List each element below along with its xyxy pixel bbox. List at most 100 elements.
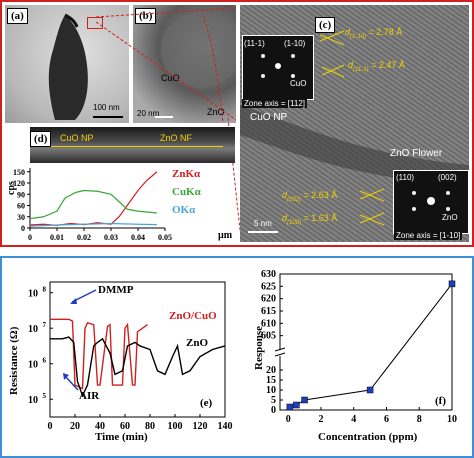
d002-symbol: d (282, 190, 288, 200)
interface-band (240, 105, 469, 185)
y-tick-label: 10 (28, 360, 38, 371)
zone-axis-2: Zone axis = [1-10] (394, 231, 463, 240)
panel-e-ylabel: Resistance (Ω) (8, 326, 20, 395)
x-tick-label: 0 (286, 414, 291, 425)
particle-shape (155, 12, 236, 123)
y-tick-label: 10 (28, 395, 38, 406)
panel-f-label: (f) (435, 395, 446, 407)
y-tick-label: 20 (266, 365, 276, 376)
axis-break-mark-1 (274, 347, 286, 352)
y-tick-label: 610 (261, 318, 276, 329)
x-tick-label: 60 (120, 421, 130, 432)
x-tick-label: 140 (218, 421, 233, 432)
nanorod-shape (48, 13, 123, 120)
panel-c-hrtem-image: (c) (11-1) (1-10) CuO Zone axis = [112] … (240, 5, 469, 242)
fft1-left-label: (11-1) (244, 39, 265, 48)
panel-c-scale: 5 nm (254, 219, 272, 228)
panel-b-scale: 20 nm (137, 109, 160, 118)
y-tick-label: 150 (13, 168, 25, 177)
d111-value: = 2.47 Å (368, 60, 405, 70)
data-point (366, 386, 374, 394)
d111-sub: (11-1) (353, 66, 369, 73)
zno-flower-label: ZnO Flower (390, 148, 443, 159)
x-tick-label: 0 (48, 421, 53, 432)
panel-a-scale: 100 nm (93, 103, 120, 112)
x-tick-label: 0.03 (104, 233, 118, 242)
data-point (448, 280, 456, 288)
air-arrow (64, 375, 79, 391)
panel-b-tem-image: (b) CuO ZnO 20 nm (133, 5, 236, 123)
panel-d-strip-image: CuO NP ZnO NF (30, 127, 235, 163)
series-line-CuKα (29, 189, 157, 220)
y-tick-exponent: 6 (43, 357, 47, 365)
y-tick-label: 10 (28, 289, 38, 300)
panel-e-label: (e) (200, 397, 213, 409)
axis-break-gap (276, 350, 284, 356)
y-tick-label: 60 (17, 202, 25, 211)
panel-b-zno: ZnO (207, 107, 225, 117)
y-tick-label: 120 (13, 179, 25, 188)
y-tick-exponent: 5 (43, 392, 47, 400)
x-tick-label: 10 (447, 414, 457, 425)
panel-b-label: (b) (135, 8, 157, 24)
x-tick-label: 40 (95, 421, 105, 432)
d002-label: d(002) = 2.63 Å (282, 190, 337, 203)
x-tick-label: 80 (145, 421, 155, 432)
data-point (293, 401, 300, 409)
d110-value: = 2.78 Å (366, 27, 403, 37)
d110-label: d(1-10) = 2.78 Å (345, 27, 402, 40)
series-line-ZnO/CuO (50, 318, 148, 390)
x-tick-label: 2 (318, 414, 323, 425)
fft2-right-label: (002) (438, 173, 457, 182)
y-tick-label: 605 (261, 331, 276, 342)
d111-label: d(11-1) = 2.47 Å (348, 60, 405, 73)
y-tick-label: 620 (261, 294, 276, 305)
axis-break-mark-2 (274, 352, 286, 357)
panel-a-tem-image: (a) 100 nm (5, 5, 129, 123)
y-tick-label: 0 (271, 405, 276, 416)
x-tick-label: 0.01 (50, 233, 64, 242)
panel-f-xlabel: Concentration (ppm) (318, 431, 418, 443)
panel-e-zno: ZnO (186, 337, 209, 349)
bottom-figure-frame (0, 256, 474, 458)
d100-sub: (100) (287, 219, 302, 226)
d002-sub: (002) (287, 196, 302, 203)
cuo-np-label: CuO NP (250, 112, 288, 123)
d100-value: = 1.63 Å (301, 213, 338, 223)
panel-e-air: AIR (79, 390, 100, 402)
panel-e-dmmp: DMMP (98, 284, 134, 296)
top-figure-frame (0, 0, 474, 247)
y-tick-label: 625 (261, 281, 276, 292)
fft2-zno-label: ZnO (442, 213, 458, 222)
fft1-right-label: (1-10) (284, 39, 306, 48)
x-tick-label: 0.04 (131, 233, 145, 242)
d110-sub: (1-10) (350, 33, 367, 40)
x-tick-label: 0.02 (77, 233, 91, 242)
fft2-left-label: (110) (396, 173, 415, 182)
y-tick-label: 0 (21, 224, 25, 233)
x-tick-label: 8 (417, 414, 422, 425)
series-line-ZnKα (29, 171, 158, 226)
panel-d-xunit: µm (218, 230, 233, 241)
series-line-OKα (29, 222, 157, 227)
panel-d-chart: 0 0.01 0.02 0.03 0.04 0.05 150 120 90 60 30 0 (13, 168, 172, 242)
panel-d-label: (d) (30, 131, 52, 147)
fft-inset-2 (393, 170, 469, 234)
legend-cuka: CuKα (172, 186, 201, 198)
y-tick-label: 30 (17, 213, 25, 222)
y-tick-exponent: 8 (43, 286, 47, 294)
y-tick-label: 90 (17, 190, 25, 199)
dmmp-arrowhead (70, 298, 77, 304)
panel-c-label: (c) (315, 17, 336, 33)
legend-oka: OKα (172, 204, 196, 216)
x-tick-label: 0 (28, 233, 32, 242)
panel-a-label: (a) (7, 8, 28, 24)
d111-symbol: d (348, 60, 354, 70)
x-tick-label: 20 (70, 421, 80, 432)
y-tick-label: 5 (271, 395, 276, 406)
strip-zno-nf: ZnO NF (160, 133, 193, 143)
lattice-markers-top (319, 30, 345, 78)
zone-axis-1: Zone axis = [112] (242, 99, 307, 108)
fft1-cuo-label: CuO (290, 79, 307, 88)
